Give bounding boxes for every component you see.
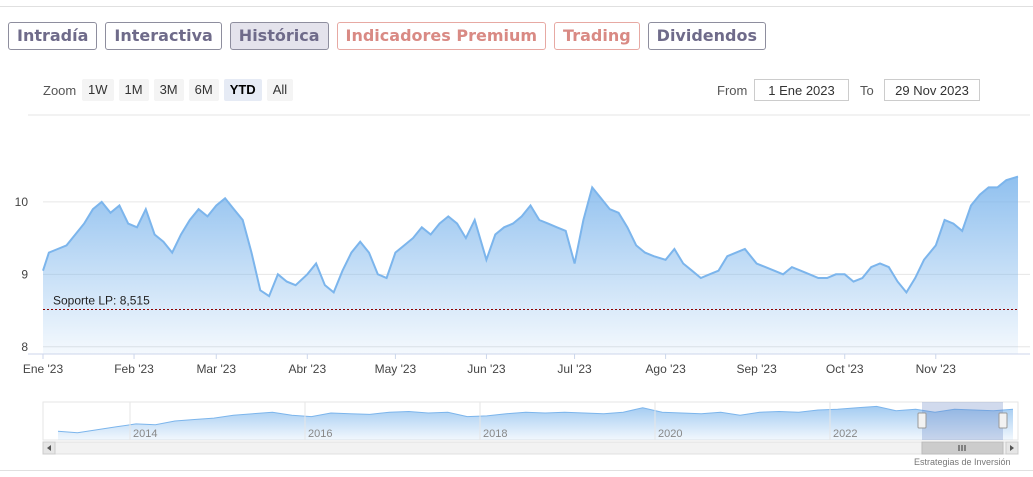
zoom-button-3m[interactable]: 3M	[153, 79, 184, 101]
tab-historica[interactable]: Histórica	[229, 22, 329, 50]
range-to-label: To	[860, 83, 874, 98]
y-tick-label: 8	[21, 340, 28, 354]
price-line	[42, 175, 1019, 298]
tab-interactiva[interactable]: Interactiva	[105, 22, 222, 50]
y-tick-label: 9	[21, 267, 28, 281]
navigator-handle-left[interactable]	[917, 412, 927, 429]
x-axis: Ene '23 Feb '23 Mar '23 Abr '23 May '23 Jun '…	[23, 353, 1030, 376]
zoom-buttons: 1W 1M 3M 6M YTD All	[82, 79, 294, 101]
tab-trading[interactable]: Trading	[554, 22, 640, 50]
price-area-series	[42, 175, 1019, 354]
x-tick-label: Mar '23	[196, 362, 236, 376]
navigator-tick-label: 2014	[133, 428, 157, 440]
navigator-handle-right[interactable]	[998, 412, 1008, 429]
x-tick-label: Jul '23	[557, 362, 592, 376]
arrow-left-icon	[47, 445, 51, 451]
zoom-button-1m[interactable]: 1M	[118, 79, 149, 101]
scrollbar-track[interactable]	[42, 441, 1019, 455]
x-tick-label: Abr '23	[288, 362, 326, 376]
chart-tabs: Intradía Interactiva Histórica Indicadores …	[8, 22, 766, 50]
watermark-text: Estrategias de Inversión	[914, 457, 1011, 467]
zoom-label: Zoom	[43, 83, 77, 98]
tab-indicadores-premium[interactable]: Indicadores Premium	[336, 22, 547, 50]
navigator-area	[58, 406, 1013, 440]
navigator-tick-label: 2018	[483, 428, 507, 440]
x-tick-label: Ene '23	[23, 362, 64, 376]
range-from-label: From	[717, 83, 748, 98]
range-from-input[interactable]	[754, 79, 849, 101]
y-tick-label: 10	[15, 195, 29, 209]
x-tick-label: Sep '23	[736, 362, 777, 376]
zoom-button-all[interactable]: All	[266, 79, 294, 101]
arrow-right-icon	[1010, 445, 1014, 451]
support-label: Soporte LP: 8,515	[53, 293, 150, 307]
zoom-button-1w[interactable]: 1W	[82, 79, 114, 101]
range-to-input[interactable]	[884, 79, 980, 101]
zoom-button-6m[interactable]: 6M	[188, 79, 219, 101]
bottom-divider	[0, 470, 1033, 471]
tab-dividendos[interactable]: Dividendos	[647, 22, 766, 50]
x-tick-label: Ago '23	[645, 362, 686, 376]
navigator-selection[interactable]	[922, 402, 1003, 440]
x-tick-label: Feb '23	[114, 362, 154, 376]
navigator-line	[57, 405, 1014, 434]
top-divider	[0, 6, 1033, 7]
x-tick-label: Nov '23	[916, 362, 957, 376]
navigator-tick-label: 2022	[833, 428, 857, 440]
x-tick-label: Jun '23	[467, 362, 506, 376]
support-annotation: Soporte LP: 8,515	[43, 293, 1018, 310]
price-area-fill	[43, 176, 1018, 354]
y-axis: 8 9 10	[15, 195, 29, 354]
navigator: 2014 2016 2018 2020 2022	[42, 401, 1019, 455]
navigator-tick-label: 2016	[308, 428, 332, 440]
navigator-tick-label: 2020	[658, 428, 682, 440]
x-tick-label: May '23	[375, 362, 417, 376]
zoom-button-ytd[interactable]: YTD	[223, 79, 262, 101]
tab-intradia[interactable]: Intradía	[8, 22, 98, 50]
x-tick-label: Oct '23	[826, 362, 864, 376]
